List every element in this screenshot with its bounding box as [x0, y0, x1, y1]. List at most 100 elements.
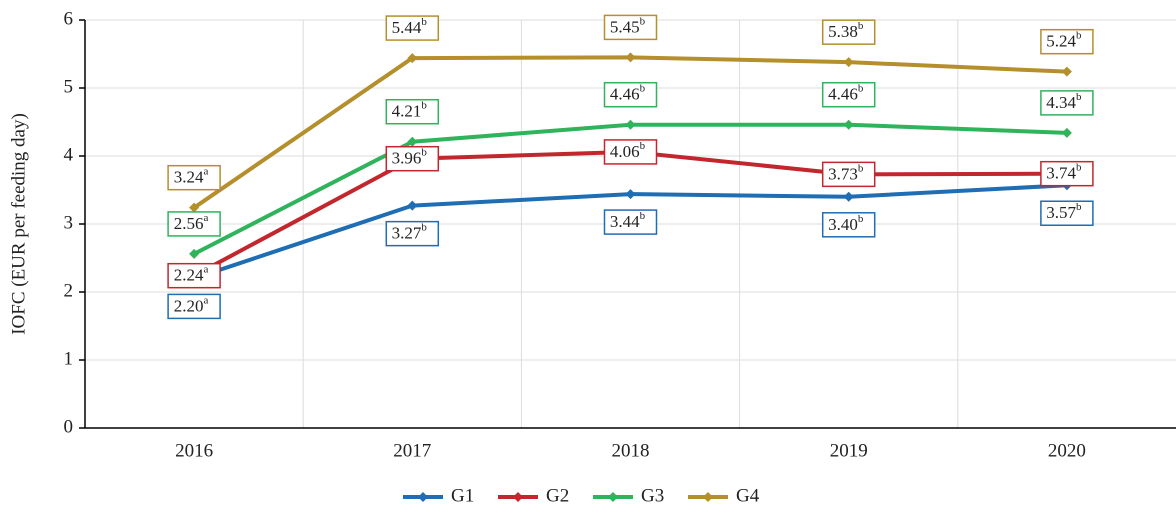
value-label-box — [385, 98, 440, 125]
value-label: 3.44b — [610, 210, 646, 231]
value-label-superscript: b — [640, 15, 646, 27]
point-marker — [1061, 127, 1072, 138]
legend-marker — [418, 492, 428, 502]
point-marker — [189, 248, 200, 259]
value-label-box — [821, 161, 876, 188]
value-label-number: 3.27 — [392, 224, 422, 243]
value-label-number: 2.20 — [174, 296, 204, 315]
value-label-number: 5.24 — [1046, 32, 1076, 51]
value-label-box — [167, 211, 221, 237]
point-marker — [625, 52, 636, 63]
value-label-number: 3.73 — [828, 164, 858, 183]
value-label-superscript: b — [858, 162, 864, 174]
legend-marker — [608, 492, 618, 502]
value-label: 3.57b — [1046, 201, 1082, 222]
point-marker — [843, 57, 854, 68]
value-label: 3.40b — [828, 212, 864, 233]
value-label-superscript: b — [858, 20, 864, 32]
legend-marker — [703, 492, 713, 502]
value-label-number: 4.06 — [610, 142, 640, 161]
value-label-box — [1040, 160, 1094, 187]
value-label-superscript: b — [640, 82, 646, 94]
value-label-superscript: a — [204, 263, 209, 275]
point-marker — [407, 136, 418, 147]
x-tick-label: 2020 — [1048, 440, 1086, 461]
value-label-superscript: a — [204, 165, 209, 177]
value-label: 2.20a — [174, 294, 209, 315]
value-label: 4.21b — [392, 99, 428, 120]
value-label-box — [603, 14, 658, 41]
value-label-number: 3.96 — [392, 149, 422, 168]
value-label-number: 2.56 — [174, 214, 204, 233]
point-marker — [625, 189, 636, 200]
value-label: 5.45b — [610, 15, 646, 36]
value-label: 3.96b — [392, 146, 428, 167]
value-label-box — [167, 164, 221, 191]
value-label-box — [385, 220, 440, 247]
legend-label: G4 — [736, 485, 760, 506]
value-label-superscript: b — [1076, 201, 1082, 213]
value-label: 2.56a — [174, 211, 209, 232]
x-tick-label: 2019 — [830, 440, 868, 461]
value-label-superscript: a — [204, 211, 209, 223]
value-label: 3.73b — [828, 162, 864, 183]
value-label-superscript: b — [858, 82, 864, 94]
value-label-number: 3.40 — [828, 215, 858, 234]
y-tick-label: 5 — [64, 76, 74, 97]
value-label: 3.74b — [1046, 161, 1082, 182]
y-tick-label: 6 — [64, 8, 74, 29]
value-label-superscript: a — [204, 294, 209, 306]
value-label: 4.46b — [610, 82, 646, 103]
value-label-superscript: b — [421, 16, 427, 28]
point-marker — [189, 202, 200, 213]
value-label-box — [821, 19, 876, 45]
value-label-number: 5.38 — [828, 22, 858, 41]
value-label-number: 4.46 — [828, 85, 858, 104]
value-label-box — [1040, 90, 1094, 116]
value-label-number: 3.57 — [1046, 203, 1076, 222]
value-label-number: 4.46 — [610, 85, 640, 104]
x-tick-label: 2017 — [393, 440, 431, 461]
value-label: 3.27b — [392, 221, 428, 242]
value-label-superscript: b — [640, 210, 646, 222]
value-label: 4.06b — [610, 139, 646, 160]
point-marker — [407, 200, 418, 211]
value-label-box — [821, 212, 876, 238]
point-marker — [625, 119, 636, 130]
value-label-superscript: b — [1076, 90, 1082, 102]
point-marker — [407, 53, 418, 64]
value-label-number: 5.44 — [392, 18, 422, 37]
value-label-superscript: b — [1076, 29, 1082, 41]
value-label-superscript: b — [421, 99, 427, 111]
y-tick-label: 1 — [64, 348, 74, 369]
point-marker — [1061, 66, 1072, 77]
value-label-superscript: b — [421, 146, 427, 158]
value-label-box — [167, 293, 221, 320]
value-label-box — [385, 145, 440, 172]
y-axis-label: IOFC (EUR per feeding day) — [8, 113, 29, 335]
point-marker — [843, 119, 854, 130]
value-label-number: 5.45 — [610, 17, 640, 36]
value-label-box — [821, 81, 876, 108]
y-tick-label: 4 — [64, 144, 74, 165]
value-label-number: 3.74 — [1046, 164, 1076, 183]
y-tick-label: 3 — [64, 212, 74, 233]
value-label-number: 2.24 — [174, 266, 204, 285]
value-label-number: 3.44 — [610, 212, 640, 231]
value-label: 5.44b — [392, 16, 428, 37]
value-label-superscript: b — [640, 139, 646, 151]
value-label-superscript: b — [858, 212, 864, 224]
value-label-number: 3.24 — [174, 168, 204, 187]
value-label-box — [1040, 200, 1094, 226]
value-label-superscript: b — [421, 221, 427, 233]
y-tick-label: 2 — [64, 280, 74, 301]
value-label: 5.38b — [828, 20, 864, 41]
value-label-box — [385, 15, 440, 41]
legend-label: G3 — [641, 485, 664, 506]
value-label-box — [603, 81, 658, 108]
point-marker — [843, 191, 854, 202]
x-tick-label: 2016 — [175, 440, 213, 461]
value-label: 4.34b — [1046, 90, 1082, 111]
x-tick-label: 2018 — [612, 440, 650, 461]
